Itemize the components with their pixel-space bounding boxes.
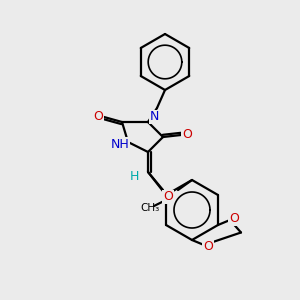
- Text: O: O: [203, 239, 213, 253]
- Text: O: O: [182, 128, 192, 142]
- Text: NH: NH: [111, 137, 129, 151]
- Text: O: O: [163, 190, 173, 203]
- Text: H: H: [129, 169, 139, 182]
- Text: N: N: [149, 110, 159, 124]
- Text: O: O: [229, 212, 239, 226]
- Text: O: O: [93, 110, 103, 124]
- Text: CH₃: CH₃: [140, 203, 160, 213]
